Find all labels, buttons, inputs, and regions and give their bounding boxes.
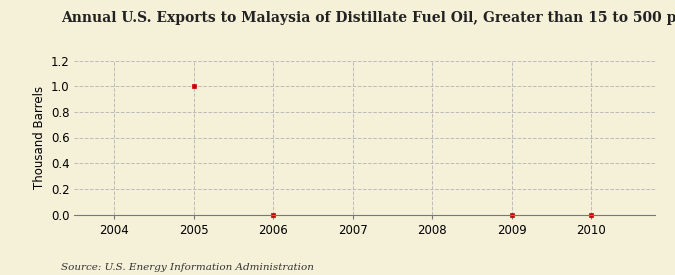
Text: Source: U.S. Energy Information Administration: Source: U.S. Energy Information Administ… xyxy=(61,263,314,272)
Text: Annual U.S. Exports to Malaysia of Distillate Fuel Oil, Greater than 15 to 500 p: Annual U.S. Exports to Malaysia of Disti… xyxy=(61,11,675,25)
Y-axis label: Thousand Barrels: Thousand Barrels xyxy=(34,86,47,189)
